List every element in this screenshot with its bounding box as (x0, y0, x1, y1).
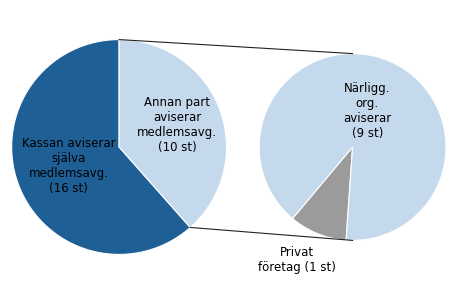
Polygon shape (292, 147, 353, 240)
Text: Närligg.
org.
aviserar
(9 st): Närligg. org. aviserar (9 st) (343, 82, 391, 140)
Polygon shape (12, 40, 190, 254)
Text: Privat
företag (1 st): Privat företag (1 st) (258, 245, 336, 274)
Polygon shape (119, 40, 226, 228)
Polygon shape (259, 54, 446, 240)
Text: Annan part
aviserar
medlemsavg.
(10 st): Annan part aviserar medlemsavg. (10 st) (137, 96, 217, 154)
Text: Kassan aviserar
själva
medlemsavg.
(16 st): Kassan aviserar själva medlemsavg. (16 s… (22, 137, 116, 195)
